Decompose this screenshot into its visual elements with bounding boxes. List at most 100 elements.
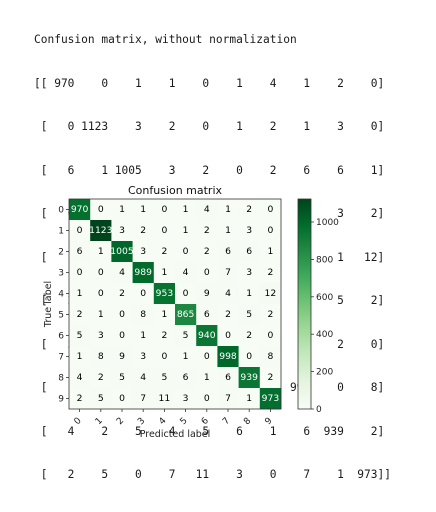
cell-value-label: 3	[246, 267, 252, 278]
heatmap-cell	[132, 346, 155, 368]
heatmap-cell	[175, 220, 197, 242]
chart-title: Confusion matrix	[128, 184, 223, 197]
heatmap-cell	[238, 304, 261, 326]
cell-value-label: 3	[140, 246, 146, 257]
cell-value-label: 865	[177, 309, 195, 320]
cell-value-label: 0	[119, 330, 125, 341]
heatmap-cell	[69, 241, 91, 263]
y-tick-label: 7	[58, 353, 64, 363]
heatmap-cell	[153, 325, 176, 347]
console-line: [ 0 1123 3 2 0 1 2 1 3 0]	[34, 120, 385, 133]
heatmap-cell	[69, 388, 91, 410]
heatmap-cell	[259, 220, 282, 242]
heatmap-cell	[238, 262, 261, 284]
heatmap-cell	[111, 388, 133, 410]
cell-value-label: 1	[183, 351, 189, 362]
cell-value-label: 0	[246, 351, 252, 362]
cell-value-label: 970	[71, 204, 89, 215]
y-axis-title: True label	[43, 281, 54, 328]
cell-value-label: 0	[77, 225, 83, 236]
heatmap-cell	[196, 262, 218, 284]
cell-value-label: 2	[246, 204, 252, 215]
cell-value-label: 0	[267, 225, 273, 236]
heatmap-cell	[175, 262, 197, 284]
cell-value-label: 5	[183, 330, 189, 341]
heatmap-cell	[196, 283, 218, 305]
x-tick-label: 2	[115, 416, 126, 427]
cell-value-label: 2	[140, 225, 146, 236]
cell-value-label: 0	[119, 393, 125, 404]
cell-value-label: 2	[225, 309, 231, 320]
heatmap-cell	[90, 220, 112, 242]
cell-value-label: 1	[204, 372, 210, 383]
heatmap-cell	[69, 304, 91, 326]
y-tick-label: 1	[58, 227, 64, 237]
heatmap-cell	[175, 199, 197, 221]
cell-value-label: 8	[140, 309, 146, 320]
cell-value-label: 1	[98, 246, 104, 257]
console-line: [ 6 1 1005 3 2 0 2 6 6 1]	[34, 163, 385, 177]
cell-value-label: 1	[161, 309, 167, 320]
cell-value-label: 4	[183, 267, 189, 278]
heatmap-cell	[153, 367, 176, 389]
y-tick-label: 3	[58, 269, 64, 279]
heatmap-cell	[196, 346, 218, 368]
heatmap-cell	[238, 199, 261, 221]
cell-value-label: 0	[140, 288, 146, 299]
heatmap-cell	[175, 325, 197, 347]
cell-value-label: 12	[265, 288, 277, 299]
heatmap-cell	[217, 367, 239, 389]
heatmap-cell	[153, 241, 176, 263]
cell-value-label: 8	[98, 351, 104, 362]
heatmap-cell	[132, 199, 155, 221]
colorbar-ticks: 0 200 400 600 800 1000	[311, 218, 339, 415]
y-tick-label: 9	[58, 395, 64, 405]
heatmap-cell	[111, 199, 133, 221]
cell-value-label: 1	[77, 288, 83, 299]
heatmap-cell	[111, 241, 133, 263]
heatmap-cell	[196, 304, 218, 326]
cell-value-label: 2	[204, 246, 210, 257]
cell-value-label: 953	[156, 288, 174, 299]
heatmap-cell	[111, 346, 133, 368]
heatmap-cell	[90, 283, 112, 305]
heatmap-cell	[238, 388, 261, 410]
cell-value-label: 0	[161, 204, 167, 215]
cell-value-label: 1	[140, 330, 146, 341]
cell-value-label: 2	[77, 393, 83, 404]
cell-value-label: 1	[119, 204, 125, 215]
heatmap-cell	[90, 346, 112, 368]
y-tick-label: 6	[58, 332, 64, 342]
colorbar-tick-label: 1000	[316, 218, 339, 228]
heatmap-cell	[259, 367, 282, 389]
colorbar	[297, 198, 312, 410]
y-tick-label: 0	[58, 206, 64, 216]
heatmap-cell	[259, 262, 282, 284]
console-line: [ 4 2 5 4 5 6 1 6 939 2]	[34, 424, 385, 438]
heatmap-cell	[132, 304, 155, 326]
heatmap-cell	[238, 346, 261, 368]
heatmap-cell	[153, 262, 176, 284]
plot-frame	[68, 198, 282, 410]
heatmap-cell	[259, 325, 282, 347]
x-axis-title: Predicted label	[140, 429, 211, 440]
cell-value-label: 6	[246, 246, 252, 257]
console-line: [ 2 5 0 7 11 3 0 7 1 973]]	[34, 468, 391, 481]
heatmap-cell	[153, 199, 176, 221]
cell-value-label: 1	[183, 225, 189, 236]
y-tick-label: 4	[58, 290, 64, 300]
cell-value-label: 5	[98, 393, 104, 404]
heatmap-cell	[238, 220, 261, 242]
cell-value-label: 3	[119, 225, 125, 236]
heatmap-cell	[111, 325, 133, 347]
cell-value-label: 2	[119, 288, 125, 299]
heatmap-cell	[175, 241, 197, 263]
cell-value-label: 0	[98, 267, 104, 278]
heatmap-cell	[259, 283, 282, 305]
cell-value-label: 1	[98, 309, 104, 320]
heatmap-cell	[238, 367, 261, 389]
heatmap-cell	[196, 199, 218, 221]
cell-value-label: 1	[225, 225, 231, 236]
heatmap-cell	[217, 325, 239, 347]
y-tick-label: 5	[58, 311, 64, 321]
